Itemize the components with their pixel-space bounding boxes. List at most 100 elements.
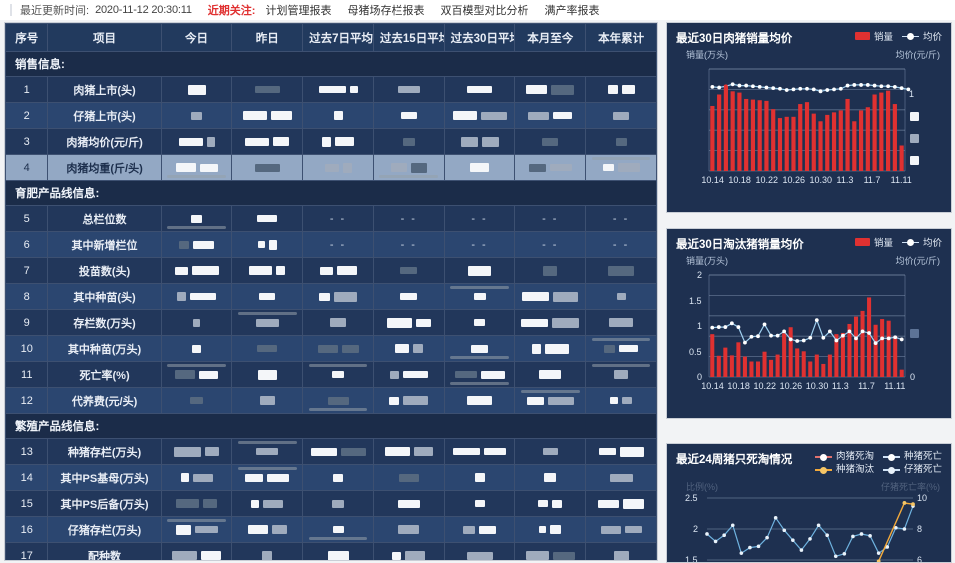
chart3-legend-breeder-cull[interactable]: 种猪淘汰 <box>814 463 874 476</box>
redaction-blob <box>552 551 575 560</box>
redaction-blob <box>553 291 579 302</box>
chart2-legend-sales[interactable]: 销量 <box>854 235 893 249</box>
table-cell-empty: - - <box>302 231 374 258</box>
chart-card-mortality-cull[interactable]: 最近24周猪只死淘情况 肉猪死淘 种猪死亡 种猪淘汰 <box>666 443 952 563</box>
table-row[interactable]: 1 肉猪上市(头) <box>5 76 657 103</box>
redaction-blob <box>255 318 279 327</box>
redaction-blob <box>544 343 569 354</box>
redaction-blob <box>412 344 423 354</box>
table-cell-masked <box>443 464 516 491</box>
table-row[interactable]: 6 其中新增栏位 - - - - - - - - - - <box>5 231 657 258</box>
table-head: 序号 项目 今日 昨日 过去7日平均 过去15日平均 过去30日平均 本月至今 … <box>5 23 657 52</box>
chart-card-fattening-pig-sales[interactable]: 最近30日肉猪销量均价 销量 均价 销量(万头) 均价(元/斤) 10.14 10… <box>666 22 952 213</box>
chart3-legend-fattening-death[interactable]: 肉猪死淘 <box>814 450 874 463</box>
table-row[interactable]: 8 其中种苗(头) <box>5 283 657 310</box>
table-row[interactable]: 2 仔猪上市(头) <box>5 102 657 129</box>
link-plan-management-report[interactable]: 计划管理报表 <box>265 5 332 17</box>
table-row[interactable]: 14 其中PS基母(万头) <box>5 464 657 491</box>
table-cell-empty: - - <box>372 205 445 232</box>
table-cell-masked <box>443 154 516 181</box>
redaction-blob <box>194 526 218 534</box>
redaction-blob <box>552 317 580 328</box>
table-cell-masked <box>231 361 304 388</box>
table-cell-masked <box>231 283 304 310</box>
redaction-blob <box>402 371 428 379</box>
table-row[interactable]: 17 配种数 <box>5 542 657 560</box>
redaction-blob <box>191 266 219 276</box>
redaction-blob <box>473 293 486 301</box>
table-cell-masked <box>585 361 657 388</box>
table-cell-masked <box>231 542 304 560</box>
table-cell-masked <box>231 231 304 258</box>
row-index: 16 <box>5 516 49 543</box>
redaction-blob <box>463 525 476 534</box>
row-index: 15 <box>5 490 49 517</box>
table-cell-masked <box>585 516 657 543</box>
table-cell-masked <box>160 154 233 181</box>
link-full-capacity-rate-report[interactable]: 满产率报表 <box>544 5 600 17</box>
table-row[interactable]: 9 存栏数(万头) <box>5 309 657 336</box>
table-cell-masked <box>372 438 445 465</box>
table-row[interactable]: 10 其中种苗(万头) <box>5 335 657 362</box>
table-section-row: 繁殖产品线信息: <box>5 413 657 439</box>
col-no: 序号 <box>5 23 49 52</box>
redaction-blob <box>192 344 202 353</box>
redaction-blob <box>340 447 366 456</box>
chart3-legend-piglet-death[interactable]: 仔猪死亡 <box>882 463 942 476</box>
redaction-blob <box>460 136 478 147</box>
table-row[interactable]: 11 死亡率(%) <box>5 361 657 388</box>
table-cell-masked <box>585 283 657 310</box>
redaction-smear <box>167 226 226 229</box>
redaction-blob <box>467 86 493 94</box>
table-row[interactable]: 16 仔猪存栏(万头) <box>5 516 657 543</box>
redaction-blob <box>400 112 417 120</box>
redaction-blob <box>617 163 640 173</box>
chart3-legend-breeder-death[interactable]: 种猪死亡 <box>882 450 942 463</box>
table-cell-empty: - - <box>585 231 657 258</box>
link-sow-farm-inventory-report[interactable]: 母猪场存栏报表 <box>347 5 425 17</box>
chart1-legend-sales[interactable]: 销量 <box>854 29 893 43</box>
row-item-label: 投苗数(头) <box>47 257 162 284</box>
chart1-legend-avgprice[interactable]: 均价 <box>901 29 942 43</box>
chart2-legend-sales-label: 销量 <box>873 238 893 249</box>
table-body: 销售信息: 1 肉猪上市(头) 2 仔猪上市(头) 3 肉猪均价(元/斤) 4 肉猪均重(斤/头… <box>5 51 657 560</box>
row-index: 11 <box>5 361 49 388</box>
table-row[interactable]: 5 总栏位数 - - - - - - - - - - <box>5 205 657 232</box>
metrics-table-panel[interactable]: 序号 项目 今日 昨日 过去7日平均 过去15日平均 过去30日平均 本月至今 … <box>4 22 658 561</box>
row-item-label: 配种数 <box>47 542 162 560</box>
table-row[interactable]: 12 代养费(元/头) <box>5 387 657 414</box>
table-row[interactable]: 4 肉猪均重(斤/头) <box>5 154 657 181</box>
table-cell-masked <box>231 387 304 414</box>
redaction-blob <box>403 396 429 406</box>
x-axis-tick-label: 10.26 <box>779 381 803 391</box>
redaction-blob <box>192 473 213 482</box>
table-row[interactable]: 3 肉猪均价(元/斤) <box>5 128 657 155</box>
chart2-legend-avgprice[interactable]: 均价 <box>901 235 942 249</box>
table-row[interactable]: 7 投苗数(头) <box>5 257 657 284</box>
redaction-blob <box>619 446 644 457</box>
table-cell-masked <box>443 102 516 129</box>
redaction-blob <box>405 550 426 560</box>
redaction-blob <box>319 292 331 301</box>
redaction-blob <box>324 163 339 172</box>
redaction-blob <box>263 499 284 508</box>
table-cell-masked <box>160 387 233 414</box>
redaction-blob <box>550 525 562 535</box>
y-axis-tick-label: 1.5 <box>685 555 698 563</box>
redaction-blob <box>602 164 614 172</box>
y-axis-tick-label: 0.5 <box>689 346 702 357</box>
redaction-blob <box>259 396 275 406</box>
table-row[interactable]: 13 种猪存栏(万头) <box>5 438 657 465</box>
table-cell-masked <box>443 387 516 414</box>
chart-card-cull-pig-sales[interactable]: 最近30日淘汰猪销量均价 销量 均价 销量(万头) 均价(元/斤) 10.14 1… <box>666 228 952 419</box>
table-cell-masked <box>231 309 304 336</box>
table-cell-masked <box>160 361 233 388</box>
redaction-blob <box>389 396 400 405</box>
table-cell-masked <box>514 76 587 103</box>
redaction-blob <box>271 525 287 535</box>
redaction-blob <box>175 524 191 535</box>
line-swatch-icon <box>901 238 919 246</box>
table-row[interactable]: 15 其中PS后备(万头) <box>5 490 657 517</box>
link-double-hundred-model-analysis[interactable]: 双百模型对比分析 <box>440 5 529 17</box>
redaction-smear <box>308 537 368 540</box>
